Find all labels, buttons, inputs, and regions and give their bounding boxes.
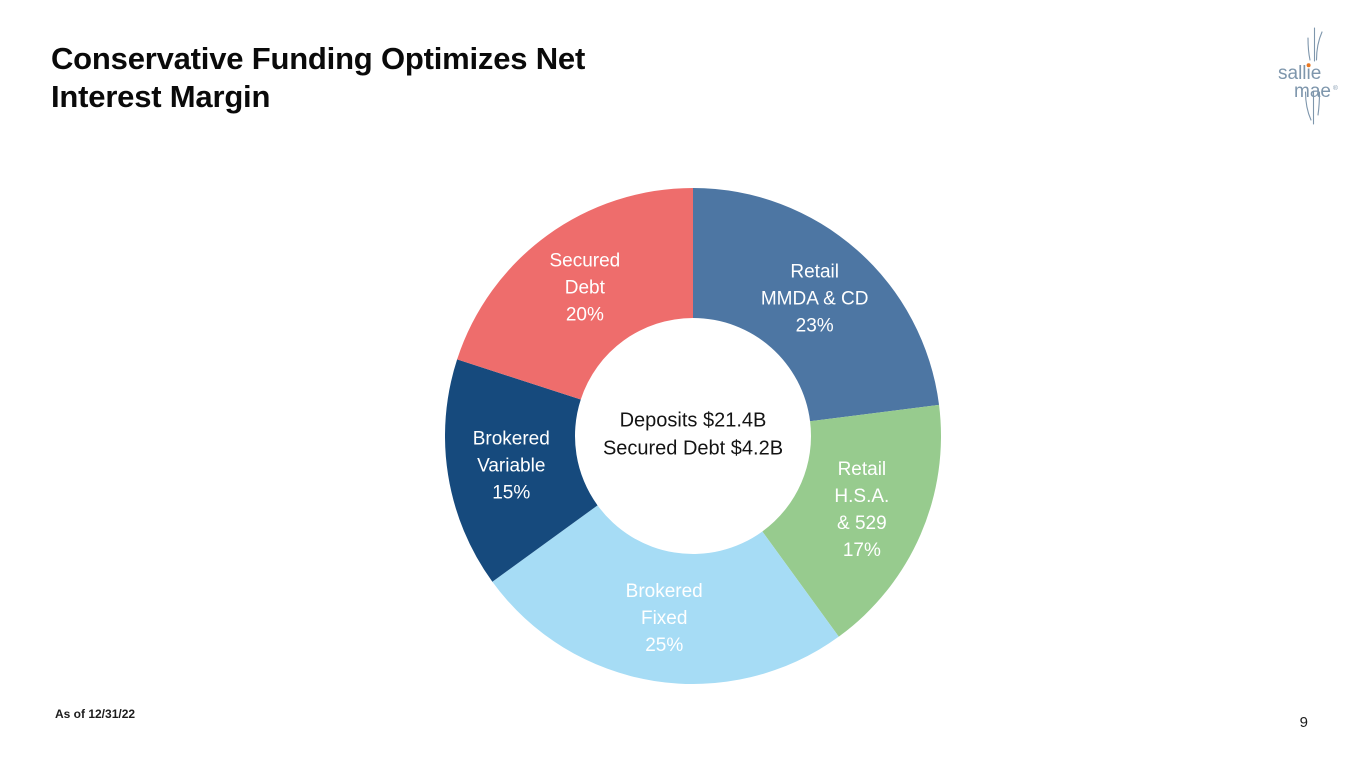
logo-word-mae: mae [1294, 81, 1331, 102]
slice-brokered-variable [445, 359, 598, 582]
logo-word-sallie: sallie [1278, 63, 1321, 84]
logo-i-dot-icon [1306, 63, 1311, 68]
funding-donut-chart: Retail MMDA & CD 23% Retail H.S.A. & 529 17% Br… [445, 188, 941, 684]
logo-registered-mark: ® [1333, 84, 1338, 92]
logo-stalks-top-icon [1307, 27, 1323, 62]
center-label-line-1: Deposits $21.4B [619, 409, 767, 432]
slice-label-brokered-variable: Brokered Variable 15% [473, 428, 550, 503]
sallie-mae-logo: sallie mae ® [1272, 26, 1356, 126]
slice-secured-debt [457, 188, 693, 400]
center-label-line-2: Secured Debt $4.2B [602, 436, 784, 459]
footnote: As of 12/31/22 [55, 707, 136, 721]
slice-retail-mmda-cd [693, 188, 940, 422]
page-title-line-2: Interest Margin [51, 79, 271, 114]
page-title-line-1: Conservative Funding Optimizes Net [51, 41, 586, 76]
page-number: 9 [1299, 714, 1308, 731]
page-title: Conservative Funding Optimizes Net Inter… [51, 40, 585, 116]
logo-stalks-bottom-icon [1304, 90, 1321, 125]
slice-label-secured-debt: Secured Debt 20% [549, 251, 620, 326]
slice-label-retail-h-s-a-529: Retail H.S.A. & 529 17% [834, 459, 889, 561]
slice-label-retail-mmda-cd: Retail MMDA & CD 23% [761, 261, 869, 336]
sallie-mae-logo-graphic: sallie mae ® [1278, 27, 1338, 125]
slice-label-brokered-fixed: Brokered Fixed 25% [626, 581, 703, 656]
slice-retail-h-s-a-529 [762, 404, 941, 637]
donut-center-label: Deposits $21.4B Secured Debt $4.2B [603, 407, 783, 462]
slice-brokered-fixed [492, 505, 839, 684]
donut-svg: Retail MMDA & CD 23% Retail H.S.A. & 529 17% Br… [445, 188, 941, 684]
